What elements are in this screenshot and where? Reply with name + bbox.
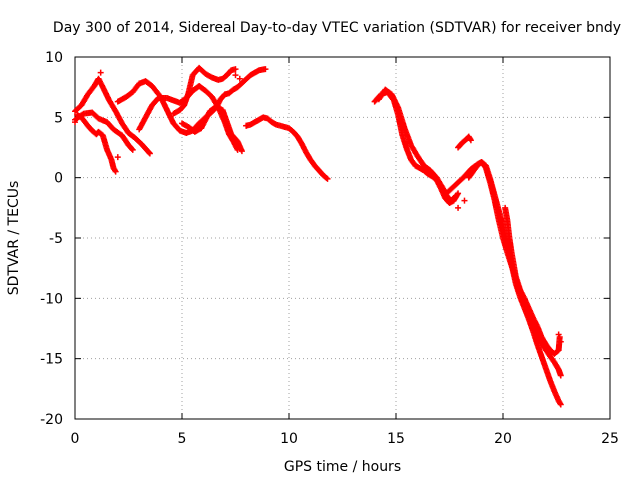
chart-title: Day 300 of 2014, Sidereal Day-to-day VTE… <box>53 20 621 36</box>
y-tick-label: -20 <box>40 412 63 428</box>
data-point <box>461 197 468 204</box>
data-points <box>72 64 564 408</box>
x-tick-label: 10 <box>280 431 298 447</box>
data-point <box>323 174 330 181</box>
grid-lines <box>75 57 610 419</box>
data-point <box>467 137 474 144</box>
y-tick-label: -15 <box>40 352 63 368</box>
data-point <box>455 204 462 211</box>
data-point <box>114 154 121 161</box>
data-point <box>232 66 239 73</box>
x-axis-label: GPS time / hours <box>284 459 401 475</box>
data-point <box>97 69 104 76</box>
y-tick-label: 5 <box>54 110 63 126</box>
data-point <box>236 75 243 82</box>
data-point <box>324 175 331 182</box>
data-point <box>129 146 136 153</box>
data-point <box>112 168 119 175</box>
x-tick-label: 5 <box>178 431 187 447</box>
data-point <box>452 193 459 200</box>
data-point <box>243 122 250 129</box>
data-point <box>452 192 459 199</box>
data-point <box>262 66 269 73</box>
y-tick-label: -5 <box>49 231 63 247</box>
x-tick-label: 25 <box>601 431 619 447</box>
axis-ticks: 0 5 10 15 20 25 10 5 0 -5 -10 -15 -20 <box>40 50 619 447</box>
data-point <box>557 372 564 379</box>
data-point <box>72 119 78 126</box>
x-tick-label: 20 <box>494 431 512 447</box>
y-axis-label: SDTVAR / TECUs <box>6 181 22 296</box>
data-point <box>557 338 564 345</box>
data-point <box>128 145 135 152</box>
data-point <box>555 331 562 338</box>
data-point <box>238 148 245 155</box>
y-tick-label: 0 <box>54 171 63 187</box>
data-point <box>146 150 153 157</box>
y-tick-label: -10 <box>40 291 63 307</box>
x-tick-label: 0 <box>71 431 80 447</box>
x-tick-label: 15 <box>387 431 405 447</box>
data-point <box>232 72 239 79</box>
data-point <box>557 401 564 408</box>
y-tick-label: 10 <box>45 50 63 66</box>
